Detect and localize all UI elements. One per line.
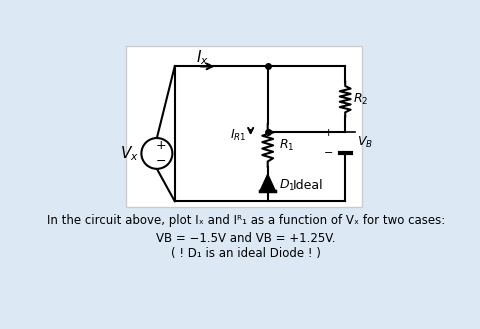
Text: $I_x$: $I_x$ [196,48,209,66]
Text: $R_1$: $R_1$ [278,138,294,153]
Text: −: − [324,148,333,158]
Text: $R_2$: $R_2$ [353,91,368,107]
Text: $V_x$: $V_x$ [120,144,139,163]
Text: In the circuit above, plot Iₓ and Iᴿ₁ as a function of Vₓ for two cases:: In the circuit above, plot Iₓ and Iᴿ₁ as… [47,214,445,227]
Text: $V_B$: $V_B$ [357,135,373,150]
Text: +: + [156,139,166,152]
Text: +: + [324,128,333,138]
Text: VB = −1.5V and VB = +1.25V.: VB = −1.5V and VB = +1.25V. [156,232,336,245]
Text: −: − [156,155,166,168]
Text: $D_1$: $D_1$ [278,178,295,193]
Text: ( ! D₁ is an ideal Diode ! ): ( ! D₁ is an ideal Diode ! ) [171,247,321,260]
Circle shape [142,138,172,169]
FancyBboxPatch shape [126,46,362,207]
Polygon shape [260,174,276,191]
Text: $I_{R1}$: $I_{R1}$ [230,128,247,143]
Text: Ideal: Ideal [292,179,323,192]
